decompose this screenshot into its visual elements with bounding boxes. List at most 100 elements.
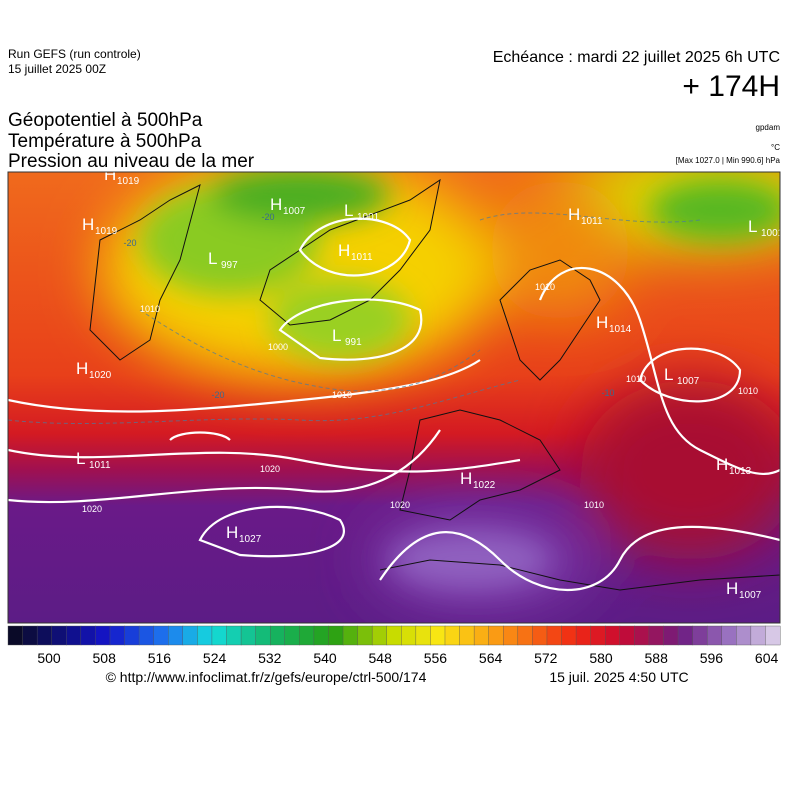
center-value: 1019 [117,176,140,187]
colorbar-swatch [255,625,271,646]
colorbar-swatch [663,625,679,646]
colorbar-swatch [444,625,461,646]
center-value: 1011 [351,252,373,263]
center-type: H [568,205,580,224]
colorbar-swatch [386,625,402,646]
colorbar-swatch [415,625,431,646]
colorbar-swatch [619,625,635,646]
center-type: L [332,326,341,345]
colorbar-swatch [371,625,388,646]
isobar-label: 1010 [584,500,604,510]
colorbar-label: 604 [755,650,779,666]
colorbar-label: 556 [424,650,448,666]
center-type: H [596,313,608,332]
header: Run GEFS (run controle) 15 juillet 2025 … [8,47,781,172]
colorbar-swatch [532,625,548,646]
colorbar-swatch [575,625,592,646]
center-type: L [748,217,757,236]
colorbar-swatch [138,625,155,646]
unit: °C [771,143,780,152]
center-type: H [104,165,116,184]
issued: 15 juil. 2025 4:50 UTC [549,669,688,685]
temperature-label: -10 [601,388,614,398]
colorbar-swatch [269,625,286,646]
colorbar-swatch [561,625,577,646]
isobar-label: 1010 [535,282,555,292]
colorbar-swatch [430,625,446,646]
colorbar-label: 532 [258,650,282,666]
colorbar-swatch [342,625,359,646]
field: Géopotentiel à 500hPa [8,110,203,131]
isobar-label: 1010 [140,304,160,314]
center-value: 1007 [283,206,306,217]
center-value: 997 [221,260,238,271]
colorbar-label: 596 [700,650,724,666]
colorbar-swatch [546,625,563,646]
lead-time: + 174H [682,70,780,103]
colorbar-swatch [36,625,53,646]
colorbar-label: 524 [203,650,227,666]
colorbar: 500 508 516 524 532 540 548 556 564 572 580 588 596 6… [7,625,781,666]
unit: gpdam [756,123,781,132]
colorbar-swatch [736,625,752,646]
colorbar-swatch [168,625,184,646]
max-min: [Max 1027.0 | Min 990.6] hPa [676,156,781,165]
center-type: L [208,249,217,268]
colorbar-swatch [211,625,227,646]
colorbar-swatch [240,625,257,646]
colorbar-swatch [750,625,766,646]
center-value: 1011 [581,216,603,227]
colorbar-swatch [765,625,781,646]
source: © http://www.infoclimat.fr/z/gefs/europe… [106,669,427,685]
colorbar-swatch [153,625,169,646]
center-type: H [716,455,728,474]
field: Température à 500hPa [8,131,202,152]
center-type: H [82,215,94,234]
colorbar-label: 508 [93,650,117,666]
colorbar-swatch [517,625,533,646]
center-type: H [76,359,88,378]
center-type: H [460,469,472,488]
colorbar-label: 516 [148,650,172,666]
center-value: 1001 [761,228,784,239]
colorbar-swatch [706,625,723,646]
center-value: 1027 [239,534,262,545]
center-value: 1014 [609,324,632,335]
isobar-label: 1020 [390,500,410,510]
colorbar-swatch [721,625,737,646]
center-type: H [226,523,238,542]
colorbar-swatch [328,625,344,646]
colorbar-swatch [109,625,126,646]
center-type: L [344,201,353,220]
temperature-label: -20 [123,238,136,248]
center-type: L [664,365,673,384]
colorbar-swatch [66,625,82,646]
center-type: H [270,195,282,214]
run: Run GEFS (run controle) [8,47,141,61]
colorbar-label: 588 [645,650,669,666]
center-value: 991 [345,337,362,348]
colorbar-swatch [226,625,242,646]
colorbar-swatch [590,625,606,646]
colorbar-swatch [677,625,694,646]
center-type: H [338,241,350,260]
colorbar-swatch [182,625,198,646]
colorbar-swatch [313,625,329,646]
colorbar-swatch [459,625,475,646]
colorbar-swatch [51,625,67,646]
colorbar-label: 564 [479,650,503,666]
colorbar-swatch [634,625,650,646]
center-value: 1007 [739,590,762,601]
colorbar-label: 572 [534,650,558,666]
colorbar-swatch [692,625,708,646]
center-value: 1020 [89,370,112,381]
isobar-label: 1000 [268,342,288,352]
map-frame [7,171,781,624]
isobar-label: 1020 [260,464,280,474]
colorbar-label: 548 [369,650,393,666]
center-value: 1022 [473,480,496,491]
colorbar-label: 500 [37,650,61,666]
isobar-label: 1010 [626,374,646,384]
colorbar-swatch [299,625,315,646]
